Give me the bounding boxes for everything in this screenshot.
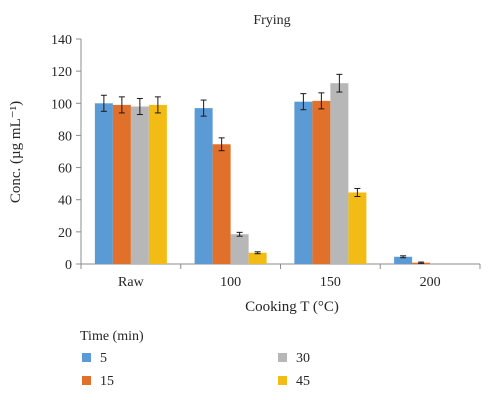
bar-5-150 xyxy=(294,101,313,264)
x-axis-title: Cooking T (°C) xyxy=(245,299,339,315)
legend-swatch-45 xyxy=(278,376,287,385)
legend-swatch-5 xyxy=(82,353,91,362)
legend-label-15: 15 xyxy=(100,374,114,389)
legend-swatch-30 xyxy=(278,353,287,362)
bar-5-200 xyxy=(394,256,413,264)
y-tick-label: 100 xyxy=(51,97,72,112)
chart-title: Frying xyxy=(253,13,290,28)
y-tick-label: 20 xyxy=(58,226,72,241)
y-axis: 0 20 40 60 80 100 120 140 xyxy=(51,33,82,273)
legend-swatch-15 xyxy=(82,376,91,385)
bar-45-100 xyxy=(248,252,267,264)
legend-label-45: 45 xyxy=(296,374,310,389)
x-axis: Raw 100 150 200 xyxy=(80,263,481,290)
y-axis-title: Conc. (µg mL⁻¹) xyxy=(8,101,24,203)
bar-45-150 xyxy=(348,192,367,264)
y-tick-label: 80 xyxy=(58,129,72,144)
y-tick-label: 40 xyxy=(58,194,72,209)
bar-15-Raw xyxy=(112,104,131,265)
bar-30-150 xyxy=(330,83,349,264)
x-tick-label: 150 xyxy=(320,275,341,290)
y-tick-label: 0 xyxy=(65,258,72,273)
x-tick-label: 200 xyxy=(420,275,441,290)
bar-45-Raw xyxy=(148,104,167,265)
y-tick-label: 140 xyxy=(51,33,72,48)
legend-title: Time (min) xyxy=(80,329,144,344)
y-tick-label: 60 xyxy=(58,162,72,177)
y-tick-label: 120 xyxy=(51,65,72,80)
legend: Time (min) 5 15 30 45 xyxy=(80,329,310,389)
x-tick-label: 100 xyxy=(220,275,241,290)
bar-30-Raw xyxy=(130,106,149,264)
bars-group xyxy=(94,83,431,265)
bar-15-100 xyxy=(212,144,231,264)
bar-5-Raw xyxy=(94,103,113,265)
x-tick-label: Raw xyxy=(118,275,145,290)
bar-15-150 xyxy=(312,100,331,264)
legend-label-30: 30 xyxy=(296,351,310,366)
error-bars-group xyxy=(100,73,425,264)
bar-30-100 xyxy=(230,234,249,264)
bar-5-100 xyxy=(194,108,213,264)
legend-label-5: 5 xyxy=(100,351,107,366)
